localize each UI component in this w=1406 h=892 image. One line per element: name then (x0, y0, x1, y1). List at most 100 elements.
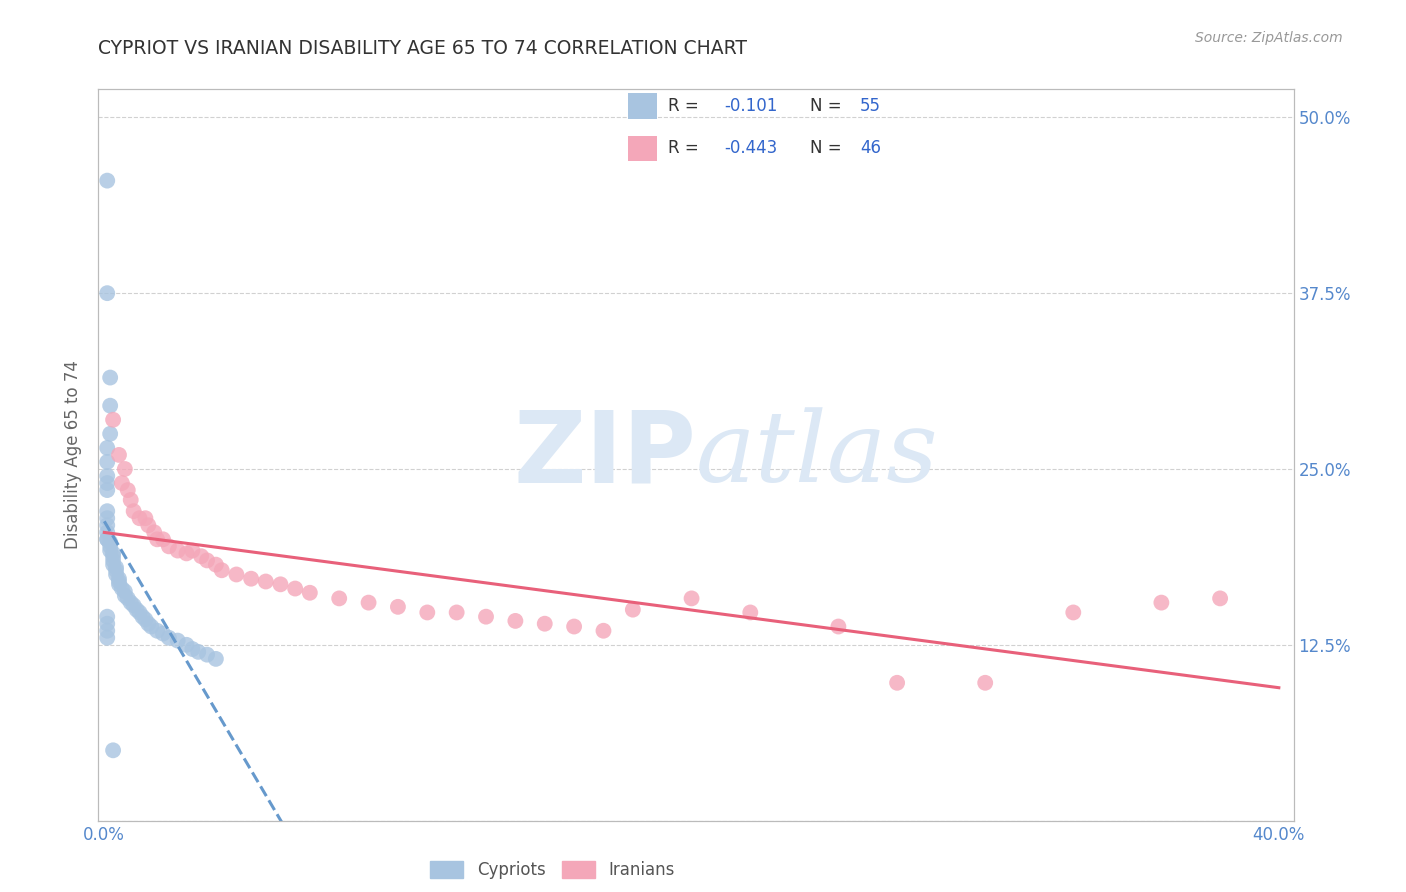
Text: Source: ZipAtlas.com: Source: ZipAtlas.com (1195, 31, 1343, 45)
Point (505, 614, 527, 628)
Point (190, 549, 212, 564)
Point (101, 558, 124, 572)
Point (138, 616, 160, 631)
Point (827, 619, 849, 633)
Point (105, 560, 128, 574)
Point (533, 616, 555, 631)
Point (284, 582, 307, 596)
Point (152, 626, 174, 640)
Point (475, 609, 498, 624)
Point (740, 606, 762, 620)
Point (122, 504, 145, 518)
Point (298, 586, 321, 600)
Point (117, 591, 139, 606)
Point (181, 642, 204, 657)
Point (166, 543, 188, 558)
Point (101, 743, 124, 757)
Point (108, 574, 131, 589)
Text: 55: 55 (860, 96, 882, 114)
Point (134, 511, 156, 525)
Text: CYPRIOT VS IRANIAN DISABILITY AGE 65 TO 74 CORRELATION CHART: CYPRIOT VS IRANIAN DISABILITY AGE 65 TO … (98, 39, 748, 58)
Point (187, 645, 209, 659)
Point (138, 518, 160, 533)
Point (269, 577, 291, 591)
Point (114, 589, 136, 603)
Point (205, 558, 228, 572)
Point (96, 441, 118, 455)
Point (101, 546, 124, 560)
Point (125, 602, 148, 616)
Point (205, 652, 228, 666)
Point (96, 631, 118, 645)
Point (117, 483, 139, 497)
Point (254, 574, 277, 589)
Point (108, 577, 131, 591)
Point (96, 286, 118, 301)
Point (621, 602, 644, 616)
Point (225, 567, 247, 582)
Point (96, 476, 118, 491)
FancyBboxPatch shape (628, 94, 657, 119)
Point (974, 675, 997, 690)
Point (195, 648, 218, 662)
Point (357, 596, 380, 610)
Point (96, 455, 118, 469)
Point (120, 596, 142, 610)
Point (195, 553, 218, 567)
Point (111, 582, 134, 596)
Point (1062, 606, 1084, 620)
Point (98, 535, 121, 549)
Text: N =: N = (810, 139, 842, 157)
Point (128, 606, 150, 620)
Point (96, 504, 118, 518)
Point (108, 572, 131, 586)
Point (181, 543, 204, 558)
Point (681, 591, 703, 606)
Point (146, 533, 169, 547)
Point (128, 511, 150, 525)
Point (157, 539, 180, 553)
Point (143, 525, 166, 540)
Point (111, 476, 134, 491)
Point (146, 624, 169, 638)
Point (152, 533, 174, 547)
Point (96, 511, 118, 525)
Point (96, 518, 118, 533)
Text: -0.101: -0.101 (724, 96, 778, 114)
Text: -0.443: -0.443 (724, 139, 778, 157)
Point (134, 613, 156, 627)
Point (96, 533, 118, 547)
Text: N =: N = (810, 96, 842, 114)
Point (96, 525, 118, 540)
Point (105, 563, 128, 577)
FancyBboxPatch shape (628, 136, 657, 161)
Point (211, 563, 233, 577)
Point (131, 609, 153, 624)
Point (446, 606, 468, 620)
Text: 46: 46 (860, 139, 882, 157)
Point (96, 483, 118, 497)
Text: R =: R = (668, 96, 699, 114)
Point (96, 624, 118, 638)
Point (176, 638, 198, 652)
Point (1209, 591, 1232, 606)
Point (96, 609, 118, 624)
Point (96, 616, 118, 631)
Point (592, 624, 614, 638)
Point (120, 492, 142, 507)
Y-axis label: Disability Age 65 to 74: Disability Age 65 to 74 (65, 360, 83, 549)
Point (387, 599, 409, 614)
Point (105, 567, 128, 582)
Point (101, 549, 124, 564)
Point (96, 469, 118, 483)
Point (176, 546, 198, 560)
Legend: Cypriots, Iranians: Cypriots, Iranians (423, 854, 682, 886)
Point (141, 619, 163, 633)
Point (98, 399, 121, 413)
Point (98, 539, 121, 553)
Point (96, 533, 118, 547)
Point (98, 426, 121, 441)
Point (108, 448, 131, 462)
Point (562, 619, 585, 633)
Text: atlas: atlas (696, 408, 939, 502)
